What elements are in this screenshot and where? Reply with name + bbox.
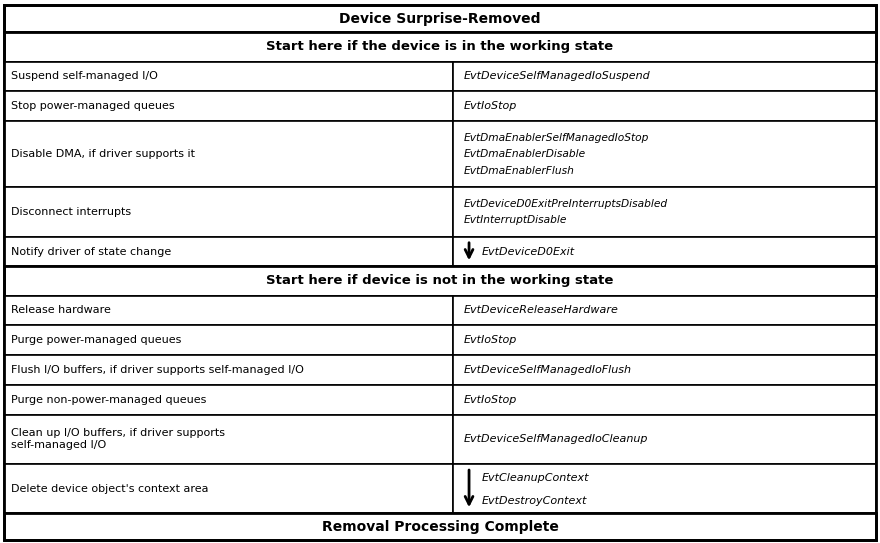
Text: Delete device object's context area: Delete device object's context area <box>11 484 209 494</box>
Text: Disable DMA, if driver supports it: Disable DMA, if driver supports it <box>11 149 195 159</box>
Text: Suspend self-managed I/O: Suspend self-managed I/O <box>11 72 158 81</box>
Text: EvtDeviceSelfManagedIoFlush: EvtDeviceSelfManagedIoFlush <box>464 365 632 375</box>
Text: Start here if device is not in the working state: Start here if device is not in the worki… <box>267 275 613 287</box>
Text: EvtDeviceReleaseHardware: EvtDeviceReleaseHardware <box>464 306 619 315</box>
Text: EvtIoStop: EvtIoStop <box>464 101 517 111</box>
Text: EvtDeviceSelfManagedIoSuspend: EvtDeviceSelfManagedIoSuspend <box>464 72 650 81</box>
FancyBboxPatch shape <box>4 325 453 355</box>
Text: Purge power-managed queues: Purge power-managed queues <box>11 335 182 345</box>
Text: Flush I/O buffers, if driver supports self-managed I/O: Flush I/O buffers, if driver supports se… <box>11 365 304 375</box>
FancyBboxPatch shape <box>453 464 876 513</box>
FancyBboxPatch shape <box>4 295 453 325</box>
FancyBboxPatch shape <box>453 61 876 91</box>
FancyBboxPatch shape <box>4 385 453 414</box>
Text: EvtDmaEnablerDisable: EvtDmaEnablerDisable <box>464 149 586 159</box>
FancyBboxPatch shape <box>453 187 876 237</box>
Text: Stop power-managed queues: Stop power-managed queues <box>11 101 175 111</box>
FancyBboxPatch shape <box>4 237 453 267</box>
Text: Notify driver of state change: Notify driver of state change <box>11 247 172 256</box>
FancyBboxPatch shape <box>453 385 876 414</box>
FancyBboxPatch shape <box>4 355 453 385</box>
FancyBboxPatch shape <box>4 513 876 540</box>
Text: EvtCleanupContext: EvtCleanupContext <box>481 473 589 483</box>
Text: EvtDeviceD0ExitPreInterruptsDisabled: EvtDeviceD0ExitPreInterruptsDisabled <box>464 199 668 209</box>
FancyBboxPatch shape <box>453 237 876 267</box>
Text: EvtDeviceD0Exit: EvtDeviceD0Exit <box>481 247 575 256</box>
Text: Release hardware: Release hardware <box>11 306 111 315</box>
FancyBboxPatch shape <box>453 325 876 355</box>
FancyBboxPatch shape <box>4 5 876 33</box>
Text: EvtDeviceSelfManagedIoCleanup: EvtDeviceSelfManagedIoCleanup <box>464 434 649 444</box>
FancyBboxPatch shape <box>453 295 876 325</box>
Text: Device Surprise-Removed: Device Surprise-Removed <box>340 12 540 26</box>
FancyBboxPatch shape <box>453 355 876 385</box>
Text: EvtIoStop: EvtIoStop <box>464 335 517 345</box>
Text: EvtDmaEnablerSelfManagedIoStop: EvtDmaEnablerSelfManagedIoStop <box>464 132 649 143</box>
FancyBboxPatch shape <box>453 414 876 464</box>
Text: Start here if the device is in the working state: Start here if the device is in the worki… <box>267 41 613 53</box>
Text: EvtDestroyContext: EvtDestroyContext <box>481 496 587 506</box>
Text: Clean up I/O buffers, if driver supports
self-managed I/O: Clean up I/O buffers, if driver supports… <box>11 428 225 450</box>
FancyBboxPatch shape <box>453 91 876 121</box>
FancyBboxPatch shape <box>4 61 453 91</box>
FancyBboxPatch shape <box>4 267 876 295</box>
Text: Disconnect interrupts: Disconnect interrupts <box>11 207 132 217</box>
FancyBboxPatch shape <box>453 121 876 187</box>
FancyBboxPatch shape <box>4 33 876 61</box>
Text: EvtIoStop: EvtIoStop <box>464 395 517 405</box>
FancyBboxPatch shape <box>4 91 453 121</box>
Text: EvtDmaEnablerFlush: EvtDmaEnablerFlush <box>464 166 575 176</box>
FancyBboxPatch shape <box>4 464 453 513</box>
FancyBboxPatch shape <box>4 121 453 187</box>
FancyBboxPatch shape <box>4 414 453 464</box>
Text: EvtInterruptDisable: EvtInterruptDisable <box>464 215 567 225</box>
Text: Removal Processing Complete: Removal Processing Complete <box>321 520 559 534</box>
FancyBboxPatch shape <box>4 187 453 237</box>
Text: Purge non-power-managed queues: Purge non-power-managed queues <box>11 395 207 405</box>
